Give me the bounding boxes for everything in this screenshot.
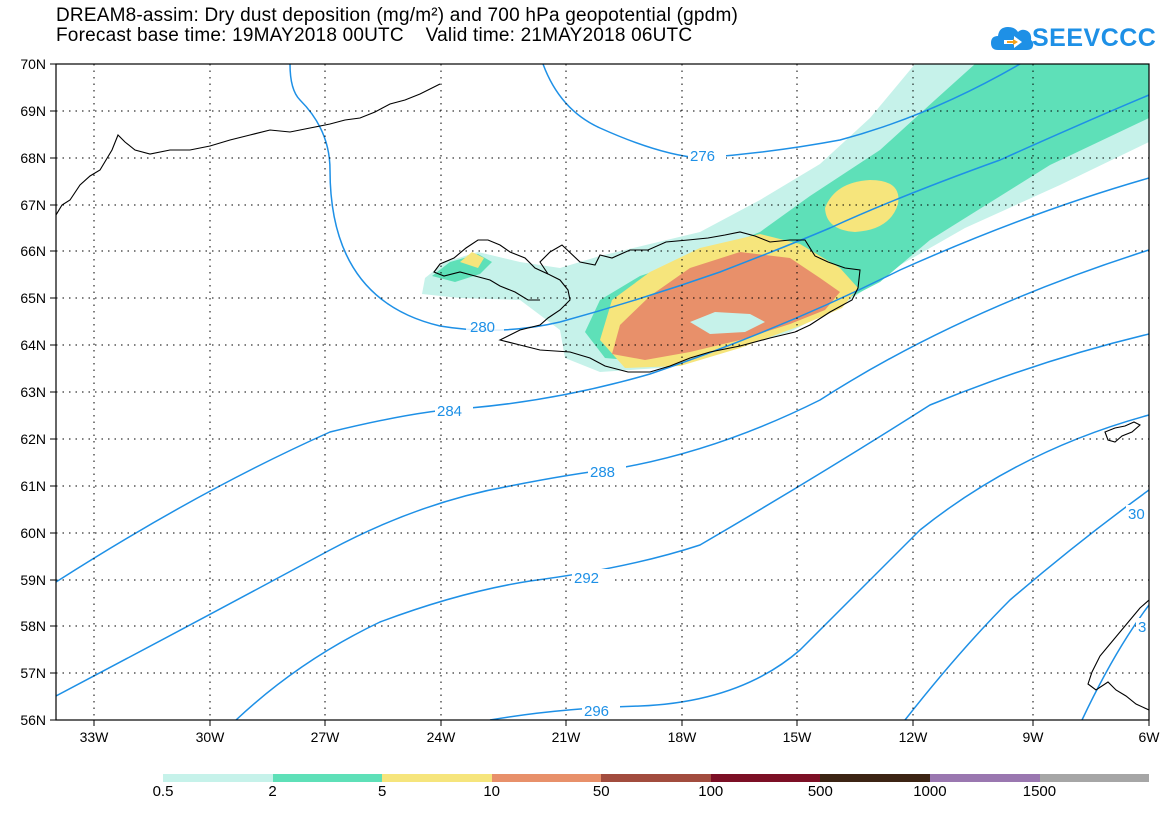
lat-label-67n: 67N (20, 197, 46, 213)
lon-label-27w: 27W (311, 729, 341, 745)
longitude-labels: 33W 30W 27W 24W 21W 18W 15W 12W 9W 6W (80, 729, 1161, 745)
legend-label: 100 (698, 783, 724, 800)
scotland-coast (1087, 599, 1149, 711)
contour-label-bg-276 (688, 147, 726, 165)
lat-label-56n: 56N (20, 712, 46, 728)
lon-label-33w: 33W (80, 729, 110, 745)
lat-label-62n: 62N (20, 431, 46, 447)
lat-label-59n: 59N (20, 572, 46, 588)
legend-label: 5 (377, 783, 387, 800)
title-line-1: DREAM8-assim: Dry dust deposition (mg/m²… (56, 5, 739, 26)
legend-swatch (163, 774, 273, 782)
legend-label: 1500 (1022, 783, 1057, 800)
contour-label-bg-280 (466, 318, 504, 336)
contour-304 (1081, 604, 1149, 720)
contour-label-284: 284 (437, 403, 462, 420)
westfjords-coast (433, 239, 549, 301)
dust-plume (422, 64, 1149, 372)
contour-label-300: 30 (1128, 506, 1145, 523)
lat-label-57n: 57N (20, 665, 46, 681)
lat-label-69n: 69N (20, 103, 46, 119)
faroe-islands (1104, 421, 1141, 443)
lat-label-58n: 58N (20, 618, 46, 634)
lon-label-6w: 6W (1139, 729, 1161, 745)
contour-label-bg-296 (582, 702, 620, 720)
lon-label-12w: 12W (899, 729, 929, 745)
legend-label: 2 (268, 783, 277, 800)
cloud-arrow-icon (991, 27, 1034, 50)
contour-label-bg-284 (435, 402, 473, 420)
legend-label: 0.5 (152, 783, 174, 800)
lat-label-64n: 64N (20, 337, 46, 353)
legend-swatch (272, 774, 383, 782)
contour-label-292: 292 (574, 570, 599, 587)
legend-swatch (601, 774, 711, 782)
contour-label-280: 280 (470, 319, 495, 336)
logo-text: SEEVCCC (1032, 24, 1157, 52)
latitude-labels: 70N 69N 68N 67N 66N 65N 64N 63N 62N 61N … (20, 56, 46, 728)
lon-label-30w: 30W (196, 729, 226, 745)
contour-284 (56, 177, 1149, 583)
contour-label-bg-292 (572, 569, 610, 587)
contour-288 (56, 249, 1149, 697)
map-title: DREAM8-assim: Dry dust deposition (mg/m²… (56, 6, 738, 46)
greenland-coast (56, 83, 441, 216)
contour-292 (235, 333, 1149, 720)
graticule (56, 64, 1149, 720)
contour-label-bg-288 (588, 463, 626, 481)
lon-label-9w: 9W (1023, 729, 1045, 745)
dust-band-5-patch (825, 180, 899, 232)
contour-labels: 276 280 284 288 292 296 30 3 (435, 147, 1149, 720)
dust-band-10 (612, 252, 840, 360)
title-line-2: Forecast base time: 19MAY2018 00UTC Vali… (56, 25, 693, 46)
contour-label-296: 296 (584, 703, 609, 720)
contour-label-bg-304 (1136, 618, 1149, 636)
dust-clear-patch (690, 312, 765, 334)
lat-label-63n: 63N (20, 384, 46, 400)
legend-label: 10 (483, 783, 500, 800)
legend-swatch (491, 774, 602, 782)
lon-label-24w: 24W (427, 729, 457, 745)
legend-swatch (710, 774, 821, 782)
legend-label: 50 (592, 783, 610, 800)
lat-label-70n: 70N (20, 56, 46, 72)
legend-swatch (929, 774, 1040, 782)
lat-label-65n: 65N (20, 290, 46, 306)
lon-label-15w: 15W (783, 729, 813, 745)
lat-label-61n: 61N (20, 478, 46, 494)
lon-label-18w: 18W (668, 729, 698, 745)
lon-label-21w: 21W (552, 729, 582, 745)
coastlines (56, 83, 1149, 711)
color-legend (163, 774, 1150, 782)
legend-swatch (382, 774, 492, 782)
seevccc-logo: SEEVCCC (990, 18, 1157, 58)
contour-280 (559, 94, 1149, 323)
lat-label-68n: 68N (20, 150, 46, 166)
lat-label-66n: 66N (20, 243, 46, 259)
contour-label-bg-300 (1126, 505, 1149, 523)
legend-label: 1000 (913, 783, 947, 800)
lat-label-60n: 60N (20, 525, 46, 541)
axis-ticks (50, 63, 1150, 726)
dust-band-5-west (460, 252, 484, 268)
contour-label-304: 3 (1138, 619, 1146, 636)
legend-label: 500 (807, 783, 833, 800)
contour-300 (904, 489, 1149, 720)
map-plot-area: 276 280 284 288 292 296 30 3 (56, 64, 1149, 720)
legend-swatch (820, 774, 930, 782)
contour-label-276: 276 (690, 148, 715, 165)
contour-label-288: 288 (590, 464, 615, 481)
legend-swatch (1039, 774, 1150, 782)
